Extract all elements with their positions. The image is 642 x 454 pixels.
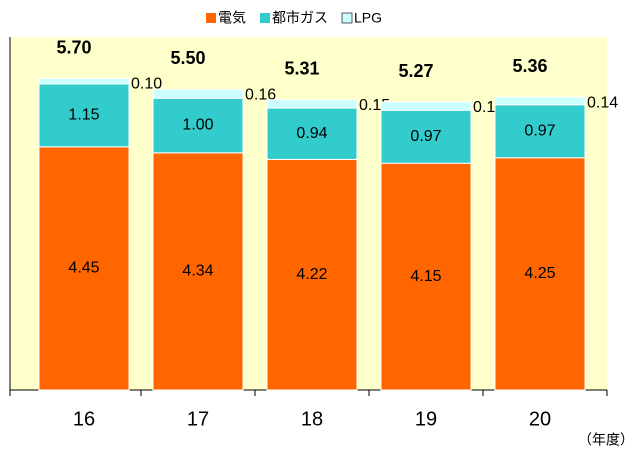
bar-segment (152, 97, 244, 154)
value-label: 4.34 (182, 263, 213, 280)
total-label: 5.50 (170, 48, 205, 68)
bar-segment (152, 152, 244, 391)
bar-segment (380, 109, 472, 164)
bar-segment (266, 158, 358, 391)
value-label: 0.97 (524, 122, 555, 139)
value-label: 4.22 (296, 266, 327, 283)
total-label: 5.27 (398, 61, 433, 81)
x-tick-label: 16 (73, 408, 95, 430)
total-label: 5.36 (512, 56, 547, 76)
bar-segment (380, 162, 472, 391)
legend-label: 都市ガス (272, 10, 328, 26)
bar-segment (494, 104, 586, 159)
bar-segment (152, 88, 244, 99)
value-label: 0.94 (296, 125, 327, 142)
legend-label: LPG (354, 10, 382, 26)
bar-segment (38, 83, 130, 148)
bar-segment (380, 101, 472, 111)
x-tick-label: 19 (415, 408, 437, 430)
value-label: 1.15 (68, 107, 99, 124)
x-unit-label: （年度） (578, 432, 634, 448)
bar-segment (266, 99, 358, 109)
value-label: 0.97 (410, 128, 441, 145)
legend-swatch (260, 13, 270, 23)
bar-segment (494, 96, 586, 106)
total-label: 5.31 (284, 59, 319, 79)
value-label: 4.15 (410, 268, 441, 285)
value-label: 0.14 (587, 94, 618, 111)
legend-label: 電気 (218, 10, 246, 26)
value-label: 4.25 (524, 265, 555, 282)
value-label: 0.10 (131, 76, 162, 93)
bar-segment (38, 146, 130, 391)
legend-swatch (206, 13, 216, 23)
x-tick-label: 18 (301, 408, 323, 430)
bar-segment (266, 107, 358, 160)
bar-segment (38, 78, 130, 85)
x-tick-label: 20 (529, 408, 551, 430)
legend-swatch (341, 12, 353, 24)
total-label: 5.70 (56, 37, 91, 57)
value-label: 1.00 (182, 117, 213, 134)
value-label: 4.45 (68, 260, 99, 277)
x-tick-label: 17 (187, 408, 209, 430)
